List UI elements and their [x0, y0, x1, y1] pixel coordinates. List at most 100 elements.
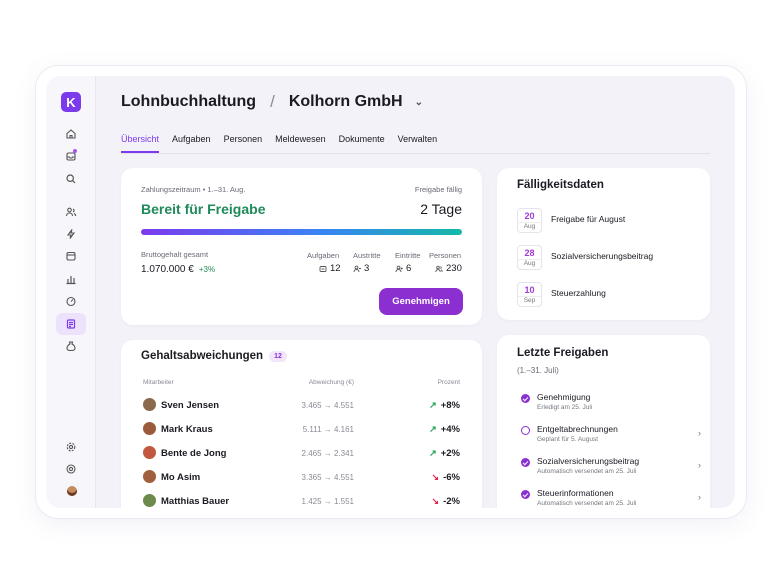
date-badge: 20 Aug [517, 208, 542, 233]
gross-change: +3% [198, 265, 216, 274]
payroll-period: Zahlungszeitraum • 1.–31. Aug. [141, 185, 246, 194]
title-section: Lohnbuchhaltung [121, 93, 257, 110]
clock-icon [521, 426, 530, 435]
tab-people[interactable]: Personen [223, 134, 263, 144]
company-selector[interactable]: Kolhorn GmbH [288, 93, 403, 110]
settings-icon[interactable] [56, 437, 86, 457]
person-exit-icon [353, 265, 361, 272]
date-badge: 10 Sep [517, 282, 542, 307]
date-month: Sep [518, 296, 541, 304]
percent-value: -6% [443, 472, 460, 483]
releases-card: Letzte Freigaben (1.–31. Juli) Genehmigu… [497, 335, 710, 508]
table-row[interactable]: Bente de Jong [161, 448, 227, 459]
deadline-label[interactable]: Sozialversicherungsbeitrag [551, 251, 654, 261]
arrow-up-icon: ↗ [429, 448, 437, 458]
deadlines-card: Fälligkeitsdaten 20 Aug Freigabe für Aug… [497, 168, 710, 320]
avatar [143, 398, 156, 411]
help-icon[interactable] [56, 459, 86, 479]
releases-title: Letzte Freigaben [517, 347, 609, 359]
check-circle-icon [521, 458, 530, 467]
deviations-title: Gehaltsabweichungen [141, 350, 264, 362]
date-day: 28 [524, 248, 535, 258]
arrow-up-icon: ↗ [429, 424, 437, 434]
deviations-card: Gehaltsabweichungen 12 Mitarbeiter Abwei… [121, 340, 482, 508]
percent-change: ↘ -2% [432, 496, 460, 507]
table-row[interactable]: Sven Jensen [161, 400, 220, 411]
payroll-status: Bereit für Freigabe [141, 201, 266, 217]
check-circle-icon [521, 394, 530, 403]
deviation-value: 3.465 → 4.551 [301, 401, 354, 410]
arrow-down-icon: ↘ [431, 496, 440, 506]
release-title: Entgeltabrechnungen [537, 424, 618, 434]
deviations-header: Gehaltsabweichungen 12 [141, 350, 287, 362]
app-logo[interactable]: K [61, 92, 81, 112]
chevron-right-icon[interactable]: › [698, 428, 701, 438]
deviation-value: 1.425 → 1.551 [301, 497, 354, 506]
approve-button[interactable]: Genehmigen [379, 288, 463, 315]
inbox-icon[interactable] [56, 146, 86, 166]
release-subtitle: Erledigt am 25. Juli [537, 404, 593, 411]
tab-reporting[interactable]: Meldewesen [275, 134, 326, 144]
stat-exits-value: 3 [364, 263, 370, 274]
percent-change: ↗ +8% [429, 400, 460, 411]
stat-people-label: Personen [429, 251, 462, 260]
tab-manage[interactable]: Verwalten [397, 134, 438, 144]
deviation-value: 2.465 → 2.341 [301, 449, 354, 458]
percent-value: +4% [440, 424, 460, 435]
deviation-value: 5.111 → 4.161 [302, 425, 354, 434]
stat-exits: 3 [353, 263, 369, 274]
search-icon[interactable] [56, 169, 86, 189]
stat-entries-value: 6 [406, 263, 412, 274]
user-avatar[interactable] [67, 486, 77, 496]
calendar-icon[interactable] [56, 246, 86, 266]
avatar [143, 470, 156, 483]
stat-entries: 6 [395, 263, 411, 274]
count-badge: 12 [269, 350, 287, 362]
money-bag-icon[interactable] [56, 336, 86, 356]
chevron-down-icon[interactable]: ⌄ [414, 96, 423, 108]
release-subtitle: Geplant für 5. August [537, 436, 599, 443]
deadline-label[interactable]: Steuerzahlung [551, 288, 606, 298]
release-subtitle: Automatisch versendet am 25. Juli [537, 500, 637, 507]
gross-value: 1.070.000 € [141, 264, 194, 275]
people-icon[interactable] [56, 202, 86, 222]
col-employee: Mitarbeiter [143, 379, 174, 386]
chevron-right-icon[interactable]: › [698, 460, 701, 470]
table-row[interactable]: Matthias Bauer [161, 496, 230, 507]
people-icon [435, 265, 443, 272]
date-month: Aug [518, 259, 541, 267]
arrow-up-icon: ↗ [429, 400, 437, 410]
col-percent: Prozent [437, 379, 460, 386]
gauge-icon[interactable] [56, 291, 86, 311]
bar-chart-icon[interactable] [56, 269, 86, 289]
chevron-right-icon[interactable]: › [698, 492, 701, 502]
date-day: 20 [524, 211, 535, 221]
table-row[interactable]: Mo Asim [161, 472, 201, 483]
sidebar: K [46, 76, 96, 508]
avatar [143, 446, 156, 459]
home-icon[interactable] [56, 124, 86, 144]
stat-tasks-value: 12 [330, 263, 341, 274]
percent-change: ↗ +4% [429, 424, 460, 435]
col-deviation: Abweichung (€) [308, 379, 354, 386]
payroll-card: Zahlungszeitraum • 1.–31. Aug. Freigabe … [121, 168, 482, 325]
release-title: Sozialversicherungsbeitrag [537, 456, 640, 466]
release-title: Steuerinformationen [537, 488, 614, 498]
percent-value: +8% [440, 400, 460, 411]
tab-documents[interactable]: Dokumente [338, 134, 385, 144]
payroll-icon[interactable] [56, 313, 86, 335]
tab-overview[interactable]: Übersicht [121, 132, 160, 153]
tab-tasks[interactable]: Aufgaben [172, 134, 211, 144]
lightning-icon[interactable] [56, 224, 86, 244]
release-title: Genehmigung [537, 392, 591, 402]
days-remaining: 2 Tage [420, 201, 462, 217]
stat-people: 230 [435, 263, 462, 274]
task-icon [319, 265, 327, 272]
table-row[interactable]: Mark Kraus [161, 424, 213, 435]
percent-value: -2% [443, 496, 460, 507]
stat-tasks-label: Aufgaben [307, 251, 340, 260]
page-title: Lohnbuchhaltung / Kolhorn GmbH ⌄ [121, 91, 423, 113]
person-add-icon [395, 265, 403, 272]
percent-value: +2% [440, 448, 460, 459]
deadline-label[interactable]: Freigabe für August [551, 214, 626, 224]
